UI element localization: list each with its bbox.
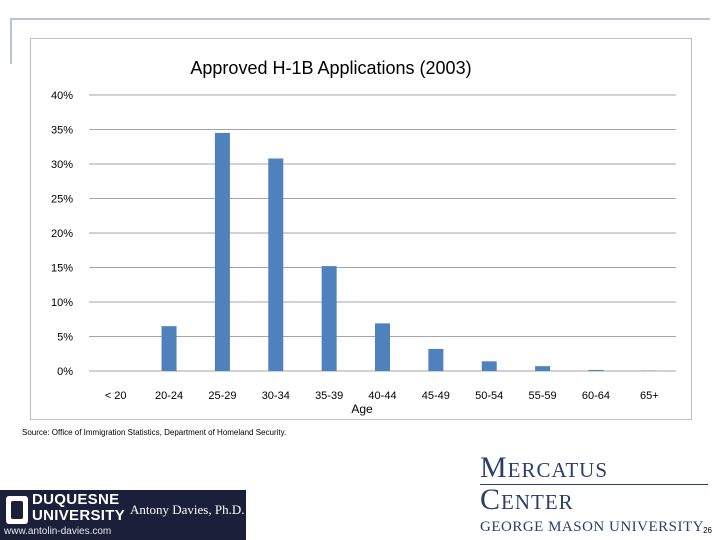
x-tick-labels: < 20 20-24 25-29 30-34 35-39 40-44 45-49 50-54 5… <box>105 390 659 402</box>
bar-chart: Approved H-1B Applications (2003) 0% 5% 10… <box>51 58 676 416</box>
y-tick-label: 40% <box>51 90 73 102</box>
mercatus-divider <box>480 484 708 485</box>
y-tick-label: 25% <box>51 194 73 206</box>
mercatus-title: Mercatus Center <box>480 451 609 516</box>
x-tick-label: < 20 <box>105 390 127 402</box>
x-tick-label: 30-34 <box>262 390 290 402</box>
mercatus-logo: Mercatus Center GEORGE MASON UNIVERSITY <box>480 452 710 536</box>
bars <box>161 132 657 371</box>
bar <box>321 266 337 371</box>
x-axis-label: Age <box>351 402 373 416</box>
slide-frame-left <box>10 18 12 64</box>
duquesne-crest-icon <box>6 496 28 524</box>
x-tick-label: 60-64 <box>582 390 610 402</box>
x-tick-label: 20-24 <box>155 390 183 402</box>
mercatus-subtitle: GEORGE MASON UNIVERSITY <box>480 519 704 535</box>
y-tick-label: 35% <box>51 125 73 137</box>
duquesne-banner: DUQUESNE UNIVERSITY Antony Davies, Ph.D.… <box>0 490 246 540</box>
source-note: Source: Office of Immigration Statistics… <box>22 428 287 437</box>
duquesne-name-line1: DUQUESNE <box>32 491 120 508</box>
slide-frame-top <box>10 18 710 20</box>
y-tick-label: 30% <box>51 159 73 171</box>
bar <box>481 361 497 371</box>
y-tick-label: 10% <box>51 297 73 309</box>
duquesne-name-line2: UNIVERSITY <box>32 507 126 524</box>
bar <box>428 348 444 371</box>
y-tick-labels: 0% 5% 10% 15% 20% 25% 30% 35% 40% <box>51 90 73 378</box>
page-number: 26 <box>703 526 712 535</box>
website-url: www.antolin-davies.com <box>4 526 112 537</box>
bar <box>268 158 284 371</box>
x-tick-label: 45-49 <box>422 390 450 402</box>
bar <box>375 323 390 371</box>
presenter-name: Antony Davies, Ph.D. <box>130 502 245 517</box>
y-tick-label: 15% <box>51 263 73 275</box>
bar <box>214 132 230 371</box>
bar <box>535 366 551 371</box>
x-tick-label: 50-54 <box>475 390 503 402</box>
gridlines <box>89 94 676 372</box>
bar <box>161 326 177 371</box>
x-tick-label: 40-44 <box>368 390 396 402</box>
y-tick-label: 5% <box>57 332 73 344</box>
x-tick-label: 25-29 <box>208 390 236 402</box>
x-tick-label: 35-39 <box>315 390 343 402</box>
x-tick-label: 65+ <box>640 390 659 402</box>
chart-area: Approved H-1B Applications (2003) 0% 5% 10… <box>30 38 692 420</box>
bar <box>588 369 604 371</box>
y-tick-label: 0% <box>57 366 73 378</box>
chart-title: Approved H-1B Applications (2003) <box>190 58 471 78</box>
x-tick-label: 55-59 <box>529 390 557 402</box>
y-tick-label: 20% <box>51 228 73 240</box>
